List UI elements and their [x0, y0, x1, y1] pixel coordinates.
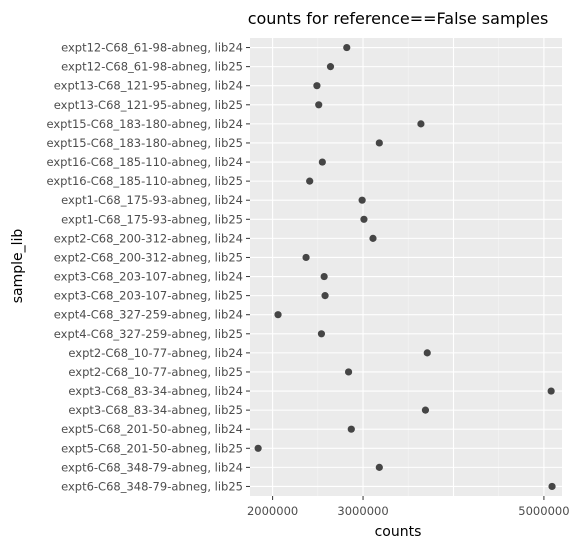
y-tick-label: expt2-C68_10-77-abneg, lib25	[68, 365, 243, 379]
y-tick-label: expt2-C68_10-77-abneg, lib24	[68, 346, 243, 360]
y-tick-label: expt12-C68_61-98-abneg, lib24	[61, 41, 243, 55]
y-tick-label: expt16-C68_185-110-abneg, lib25	[46, 174, 243, 188]
y-tick-label: expt4-C68_327-259-abneg, lib24	[54, 308, 243, 322]
y-tick-label: expt3-C68_83-34-abneg, lib24	[68, 384, 243, 398]
y-tick-label: expt3-C68_83-34-abneg, lib25	[68, 403, 243, 417]
data-point	[423, 349, 431, 357]
chart-title: counts for reference==False samples	[248, 9, 549, 28]
x-tick-label: 3000000	[337, 504, 388, 518]
data-point	[320, 272, 328, 281]
y-tick-label: expt13-C68_121-95-abneg, lib25	[54, 98, 243, 112]
data-point	[548, 482, 556, 491]
data-point	[315, 101, 323, 109]
data-point	[344, 368, 353, 376]
data-point	[306, 177, 314, 185]
data-point	[375, 463, 383, 471]
y-tick-label: expt13-C68_121-95-abneg, lib24	[54, 79, 243, 93]
y-tick-label: expt5-C68_201-50-abneg, lib24	[61, 422, 243, 436]
y-axis-ticks: expt12-C68_61-98-abneg, lib24 expt12-C68_…	[46, 41, 250, 493]
x-axis-title: counts	[375, 524, 422, 540]
y-tick-label: expt16-C68_185-110-abneg, lib24	[46, 155, 243, 169]
data-point	[254, 444, 262, 452]
data-point	[347, 425, 355, 433]
y-tick-label: expt1-C68_175-93-abneg, lib25	[61, 212, 243, 226]
y-tick-label: expt2-C68_200-312-abneg, lib24	[54, 231, 243, 245]
data-point	[317, 330, 326, 338]
data-point	[358, 196, 366, 204]
y-axis-title: sample_lib	[10, 229, 26, 304]
data-point	[318, 158, 326, 166]
data-points	[254, 43, 556, 491]
x-tick-label: 2000000	[247, 504, 298, 518]
y-tick-label: expt15-C68_183-180-abneg, lib24	[46, 117, 243, 131]
y-tick-label: expt3-C68_203-107-abneg, lib25	[54, 289, 243, 303]
x-tick-label: 5000000	[518, 504, 569, 518]
y-tick-label: expt12-C68_61-98-abneg, lib25	[61, 60, 243, 74]
y-tick-label: expt3-C68_203-107-abneg, lib24	[54, 270, 243, 284]
x-axis-ticks: 2000000 3000000 5000000	[247, 496, 570, 518]
data-point	[321, 292, 329, 300]
data-point	[326, 63, 335, 71]
y-tick-label: expt5-C68_201-50-abneg, lib25	[61, 441, 243, 455]
data-point	[343, 43, 351, 52]
y-tick-label: expt6-C68_348-79-abneg, lib25	[61, 479, 243, 493]
y-tick-label: expt6-C68_348-79-abneg, lib24	[61, 460, 243, 474]
y-tick-label: expt1-C68_175-93-abneg, lib24	[61, 193, 243, 207]
data-point	[274, 311, 282, 319]
y-tick-label: expt15-C68_183-180-abneg, lib25	[46, 136, 243, 150]
plot-panel	[250, 38, 562, 496]
data-point	[369, 234, 377, 242]
data-point	[313, 82, 321, 90]
data-point	[302, 253, 310, 262]
data-point	[375, 139, 383, 147]
grid	[250, 38, 562, 496]
y-tick-label: expt2-C68_200-312-abneg, lib25	[54, 250, 243, 264]
data-point	[417, 120, 425, 128]
data-point	[360, 215, 368, 223]
data-point	[421, 406, 430, 414]
y-tick-label: expt4-C68_327-259-abneg, lib25	[54, 327, 243, 341]
data-point	[547, 387, 555, 395]
